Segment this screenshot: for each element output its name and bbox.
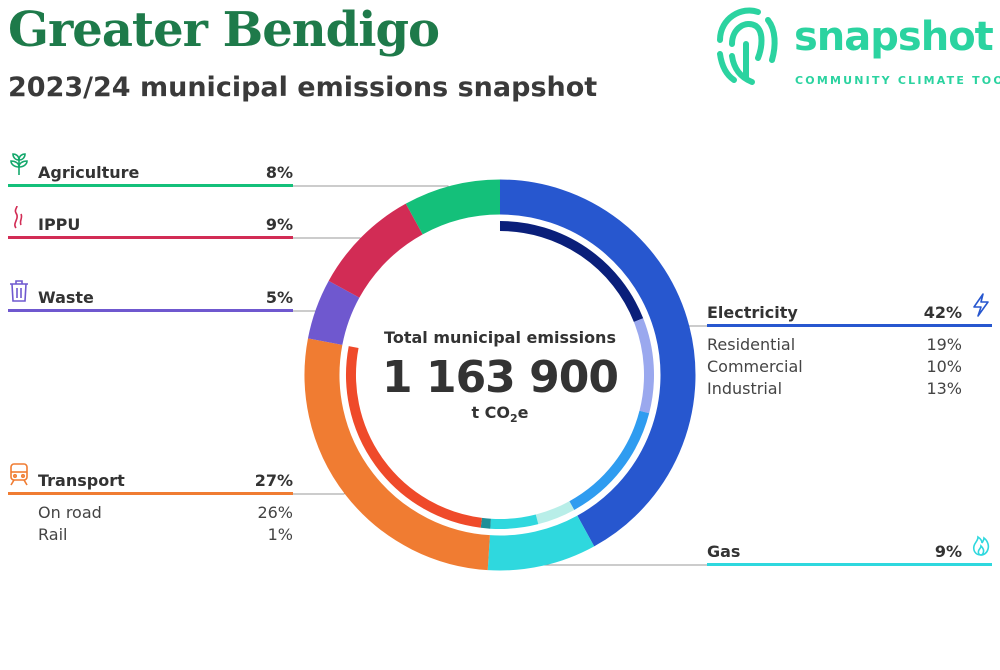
- legend-electricity-label: Electricity: [707, 303, 798, 322]
- snapshot-logo: snapshot COMMUNITY CLIMATE TOOL: [712, 0, 1000, 90]
- legend-transport-sub-label: On road: [38, 503, 102, 522]
- legend-agriculture-percent: 8%: [265, 163, 293, 182]
- donut-subslice-electricity-commercial: [633, 318, 654, 414]
- page-title: Greater Bendigo: [8, 2, 440, 58]
- legend-electricity-sub-percent: 13%: [926, 379, 962, 398]
- legend-agriculture-label: Agriculture: [38, 163, 140, 182]
- donut-slice-transport: [304, 338, 491, 571]
- donut-slice-waste: [307, 280, 360, 346]
- legend-waste-label: Waste: [38, 288, 94, 307]
- donut-subslice-transport-on-road: [346, 346, 482, 528]
- logo-tagline: COMMUNITY CLIMATE TOOL: [795, 74, 1000, 87]
- donut-slice-electricity: [499, 179, 696, 547]
- legend-ippu-percent: 9%: [265, 215, 293, 234]
- legend-electricity-sub-percent: 10%: [926, 357, 962, 376]
- legend-gas-percent: 9%: [934, 542, 962, 561]
- donut-subslice-gas-1: [490, 514, 539, 530]
- legend-electricity-sub-label: Industrial: [707, 379, 783, 398]
- total-value: 1 163 900: [382, 352, 619, 403]
- donut-subslice-gas-0: [535, 501, 575, 525]
- bin-icon: [10, 280, 28, 302]
- legend-electricity-sub-label: Commercial: [707, 357, 803, 376]
- legend-transport-sub-percent: 1%: [267, 525, 293, 544]
- lightning-icon: [973, 293, 989, 317]
- logo-wordmark: snapshot: [794, 14, 994, 60]
- legend-electricity-sub-percent: 19%: [926, 335, 962, 354]
- legend-gas-rule: [707, 563, 992, 566]
- page-subtitle: 2023/24 municipal emissions snapshot: [8, 72, 598, 103]
- total-unit: t CO2e: [471, 403, 529, 426]
- legend-transport-percent: 27%: [254, 471, 293, 490]
- legend-transport-sub-percent: 26%: [257, 503, 293, 522]
- donut-slice-ippu: [328, 203, 424, 299]
- legend-electricity-sub-label: Residential: [707, 335, 796, 354]
- legend-ippu-label: IPPU: [38, 215, 81, 234]
- legend-electricity-rule: [707, 324, 992, 327]
- legend-waste-rule: [8, 309, 293, 312]
- legend-transport-label: Transport: [38, 471, 125, 490]
- donut-subslice-electricity-residential: [499, 221, 644, 322]
- donut-subslice-transport-rail: [480, 517, 491, 529]
- donut-slice-agriculture: [405, 179, 501, 235]
- flame-icon: [972, 535, 990, 556]
- legend-transport-rule: [8, 492, 293, 495]
- fingerprint-icon: [717, 7, 778, 85]
- donut-subslice-electricity-industrial: [569, 410, 650, 510]
- sprout-icon: [10, 153, 28, 175]
- legend-waste-percent: 5%: [265, 288, 293, 307]
- legend-gas-label: Gas: [707, 542, 741, 561]
- legend-electricity-percent: 42%: [923, 303, 962, 322]
- legend-transport-sub-label: Rail: [38, 525, 68, 544]
- smoke-icon: [14, 205, 23, 229]
- train-icon: [10, 463, 28, 486]
- total-label: Total municipal emissions: [384, 328, 616, 347]
- donut-slice-gas: [487, 515, 595, 571]
- legend-agriculture-rule: [8, 184, 293, 187]
- legend-ippu-rule: [8, 236, 293, 239]
